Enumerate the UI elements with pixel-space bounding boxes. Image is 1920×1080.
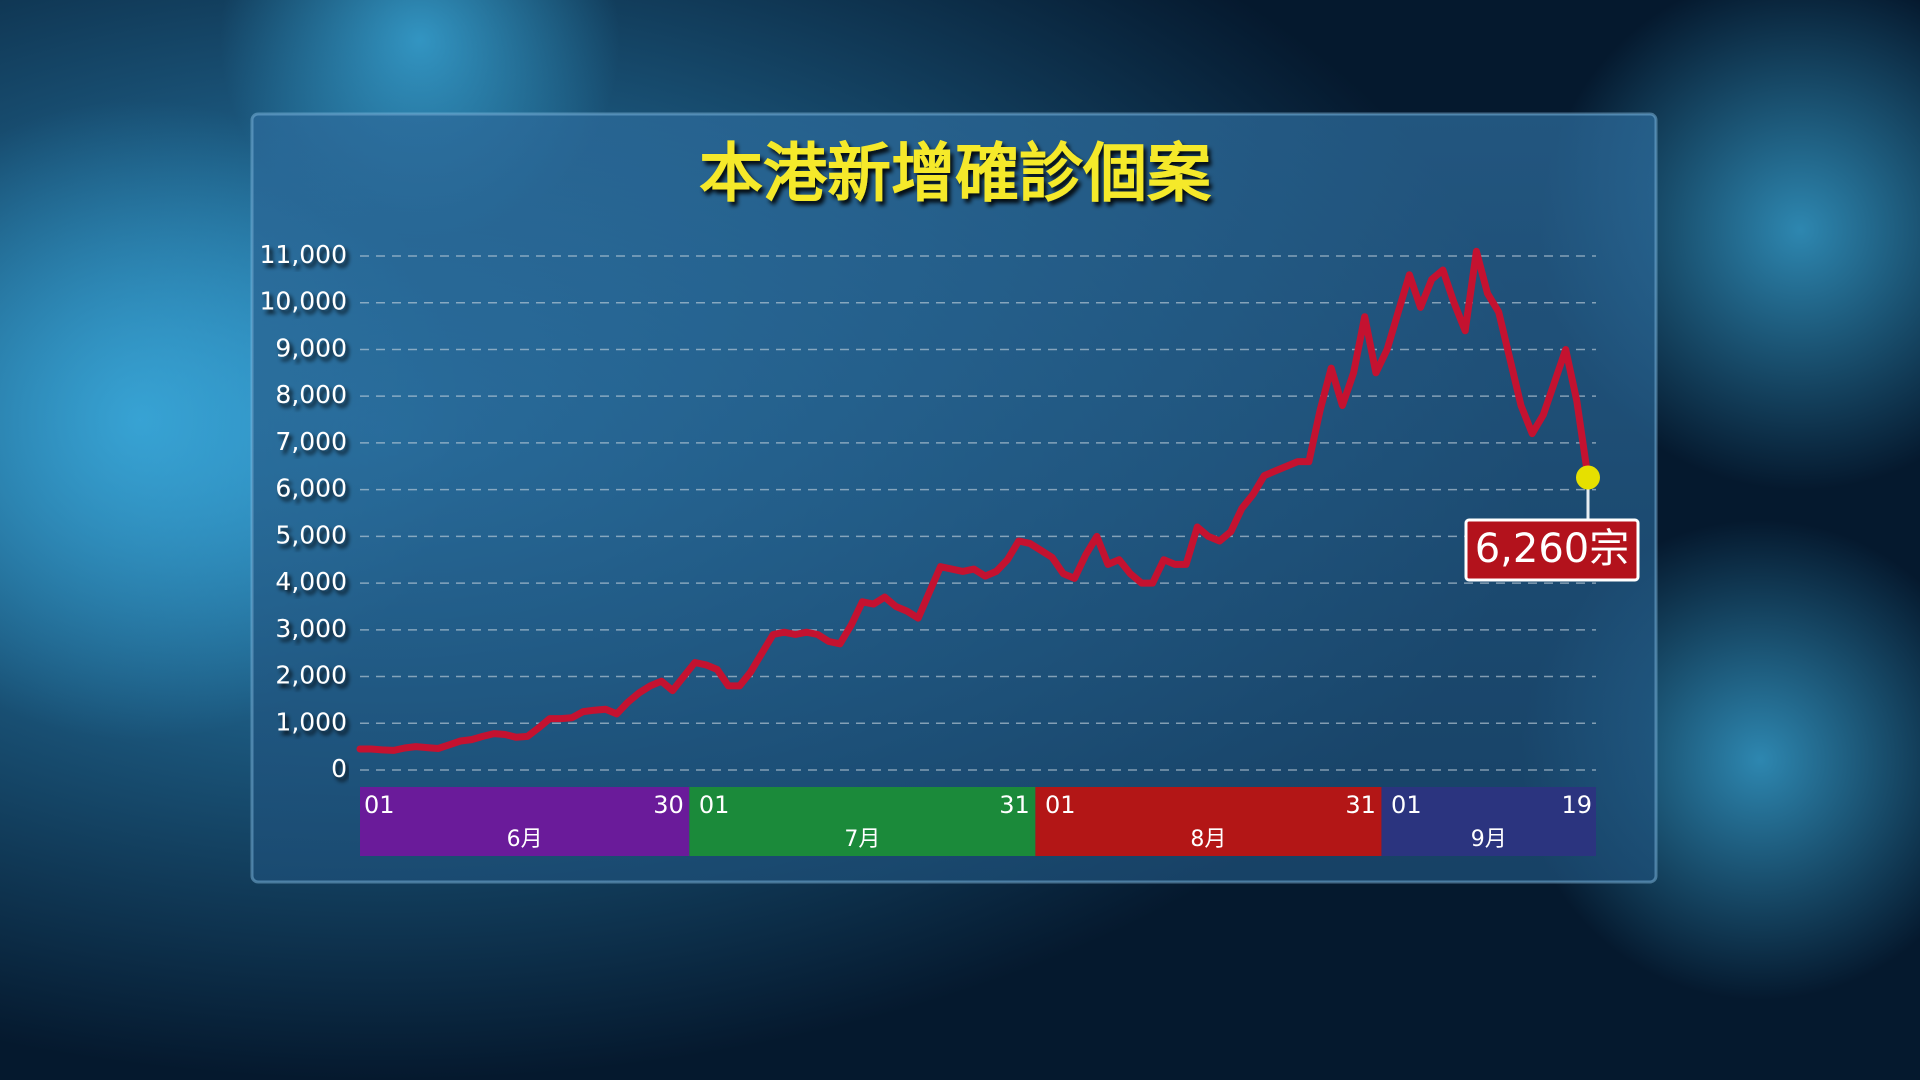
y-tick-label: 5,000 xyxy=(275,520,347,549)
month-band xyxy=(1035,787,1382,856)
x-tick-label: 01 xyxy=(364,791,395,819)
x-tick-label: 01 xyxy=(1391,791,1422,819)
x-tick-label: 19 xyxy=(1561,791,1592,819)
x-tick-label: 30 xyxy=(653,791,684,819)
y-tick-label: 6,000 xyxy=(275,474,347,503)
y-tick-label: 1,000 xyxy=(275,707,347,736)
y-tick-label: 8,000 xyxy=(275,380,347,409)
x-tick-label: 31 xyxy=(999,791,1030,819)
month-label: 6月 xyxy=(507,827,543,852)
y-tick-label: 4,000 xyxy=(275,567,347,596)
x-tick-label: 01 xyxy=(1045,791,1076,819)
annotation-label: 6,260宗 xyxy=(1475,526,1630,572)
month-band xyxy=(1381,787,1596,856)
y-tick-label: 10,000 xyxy=(260,287,347,316)
x-tick-label: 31 xyxy=(1345,791,1376,819)
month-label: 8月 xyxy=(1190,827,1226,852)
x-tick-label: 01 xyxy=(699,791,730,819)
month-label: 9月 xyxy=(1471,827,1507,852)
annotation-box xyxy=(1464,518,1640,582)
data-line xyxy=(356,247,1592,754)
month-label: 7月 xyxy=(844,827,880,852)
y-tick-label: 11,000 xyxy=(260,240,347,269)
month-band xyxy=(689,787,1036,856)
y-tick-label: 7,000 xyxy=(275,427,347,456)
y-tick-label: 3,000 xyxy=(275,614,347,643)
y-tick-label: 0 xyxy=(331,754,347,783)
y-tick-label: 9,000 xyxy=(275,333,347,362)
panel xyxy=(250,112,1658,884)
month-band xyxy=(360,787,690,856)
end-marker xyxy=(1576,465,1600,490)
y-tick-label: 2,000 xyxy=(275,661,347,690)
chart-title: 本港新增確診個案 xyxy=(699,138,1212,212)
